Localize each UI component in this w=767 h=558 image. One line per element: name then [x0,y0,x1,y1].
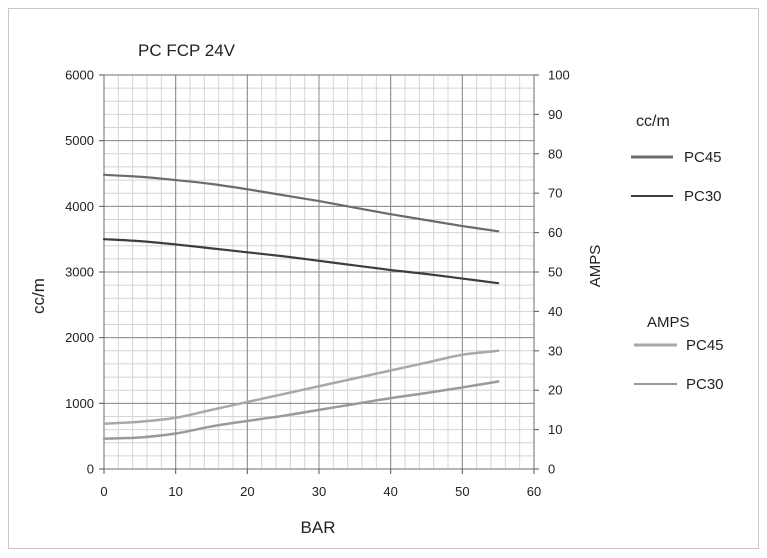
x-tick-label: 40 [383,484,397,499]
x-tick-label: 20 [240,484,254,499]
y-axis-right-title: AMPS [587,245,604,288]
series-line-amps-pc45 [102,349,500,425]
series-line-ccm-pc30 [102,238,500,285]
right-axis-ticks: 0 10 20 30 40 50 60 70 80 90 100 [534,68,570,477]
right-tick-label: 80 [548,146,562,161]
x-tick-label: 30 [312,484,326,499]
left-tick-label: 6000 [65,68,94,83]
x-tick-label: 10 [168,484,182,499]
legend-amps-pc45-label: PC45 [686,337,724,354]
left-tick-label: 0 [87,462,94,477]
right-tick-label: 90 [548,107,562,122]
y-axis-left-title: cc/m [29,278,48,314]
right-tick-label: 40 [548,304,562,319]
legend-amps-pc30-label: PC30 [686,376,724,393]
left-tick-label: 3000 [65,265,94,280]
left-tick-label: 2000 [65,330,94,345]
right-tick-label: 50 [548,265,562,280]
legend-amps-title: AMPS [647,314,690,331]
right-tick-label: 60 [548,225,562,240]
legend-ccm: cc/m PC45 PC30 [631,113,722,205]
left-tick-label: 5000 [65,133,94,148]
legend-ccm-pc45-label: PC45 [684,149,722,166]
left-axis-ticks: 0 1000 2000 3000 4000 5000 6000 [65,68,104,477]
right-tick-label: 100 [548,68,570,83]
right-tick-label: 30 [548,343,562,358]
legend-ccm-pc30-label: PC30 [684,188,722,205]
right-tick-label: 70 [548,186,562,201]
right-tick-label: 20 [548,383,562,398]
x-tick-label: 50 [455,484,469,499]
right-tick-label: 10 [548,422,562,437]
x-axis-title: BAR [301,518,336,537]
x-tick-label: 60 [527,484,541,499]
left-tick-label: 4000 [65,199,94,214]
chart-border [8,8,759,549]
chart-title: PC FCP 24V [138,41,236,60]
series-lines [102,173,500,440]
right-tick-label: 0 [548,462,555,477]
x-axis-ticks: 0 10 20 30 40 50 60 [100,469,541,499]
legend-ccm-title: cc/m [636,113,670,130]
left-tick-label: 1000 [65,396,94,411]
legend-amps: AMPS PC45 PC30 [634,314,724,393]
series-line-ccm-pc45 [102,173,500,233]
series-line-amps-pc30 [102,380,500,440]
x-tick-label: 0 [100,484,107,499]
